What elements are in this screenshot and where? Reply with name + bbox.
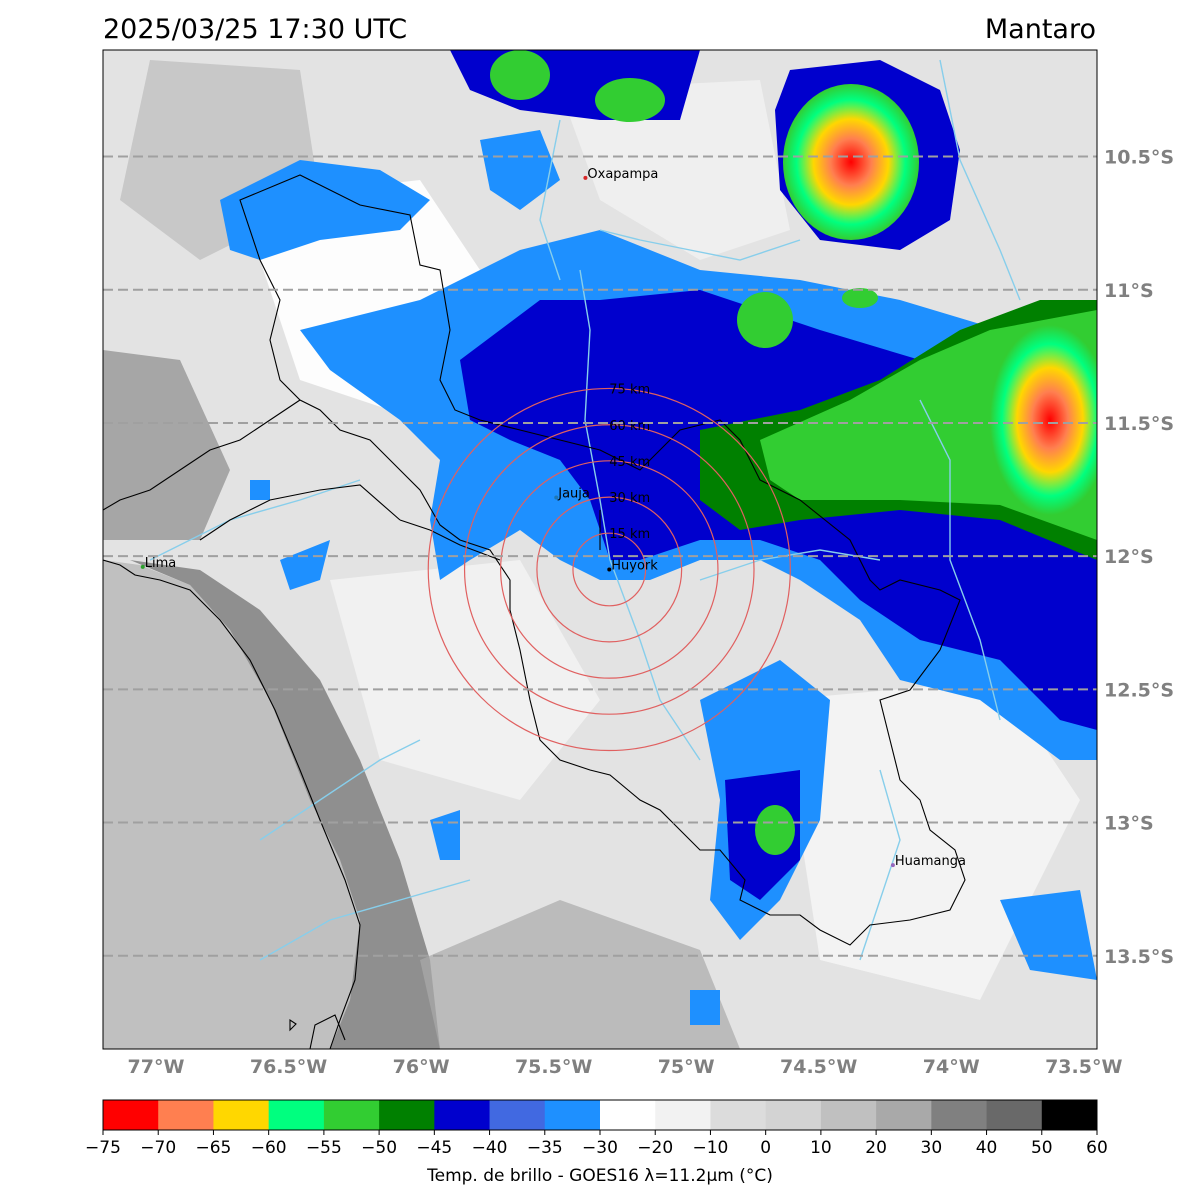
- coastline: [103, 559, 361, 1049]
- coastal-dark-band: [130, 560, 440, 1049]
- colorbar-tick-label: −75: [85, 1138, 121, 1158]
- range-ring: [572, 532, 647, 607]
- lat-tick-label: 12.5°S: [1104, 679, 1174, 701]
- colorbar-swatch: [213, 1100, 270, 1130]
- colorbar-tick-label: −60: [251, 1138, 287, 1158]
- range-ring-label: 75 km: [609, 382, 650, 397]
- range-ring-label: 15 km: [609, 527, 650, 542]
- colorbar-tick-label: 20: [865, 1138, 887, 1158]
- colorbar-swatch: [655, 1100, 711, 1130]
- map-frame: [102, 49, 1098, 1050]
- colorbar-tick-label: 10: [810, 1138, 832, 1158]
- colorbar-swatch: [544, 1100, 601, 1130]
- colorbar-tick-label: −65: [195, 1138, 231, 1158]
- colorbar-tick-label: −30: [582, 1138, 618, 1158]
- colorbar-tick-label: 0: [760, 1138, 771, 1158]
- datetime-title: 2025/03/25 17:30 UTC: [103, 14, 408, 45]
- colorbar-tick-label: −35: [527, 1138, 563, 1158]
- range-ring-label: 30 km: [609, 491, 650, 506]
- basin-boundary: [239, 174, 966, 946]
- range-ring-label: 45 km: [609, 455, 650, 470]
- rivers: [149, 59, 1021, 961]
- city-label: Lima: [145, 556, 176, 571]
- lon-tick-label: 75°W: [658, 1056, 715, 1078]
- colorbar-tick-label: 40: [976, 1138, 998, 1158]
- colorbar-swatch: [323, 1100, 380, 1130]
- city-label: Huamanga: [895, 854, 966, 869]
- satellite-layer: [103, 50, 1097, 1049]
- lat-tick-label: 13.5°S: [1104, 946, 1174, 968]
- colorbar-swatch: [986, 1100, 1043, 1130]
- colorbar-tick-label: −40: [472, 1138, 508, 1158]
- colorbar-tick-label: −45: [416, 1138, 452, 1158]
- lat-tick-label: 13°S: [1104, 813, 1154, 835]
- colorbar-swatch: [931, 1100, 988, 1130]
- colorbar-swatch: [268, 1100, 325, 1130]
- colorbar-swatch: [600, 1100, 656, 1130]
- colorbar-tick-label: −10: [692, 1138, 728, 1158]
- colorbar-tick-label: 30: [921, 1138, 943, 1158]
- colorbar-tick-label: −55: [306, 1138, 342, 1158]
- colorbar-swatch: [765, 1100, 822, 1130]
- colorbar-tick-label: 50: [1031, 1138, 1053, 1158]
- city-dot: [583, 175, 588, 180]
- lat-tick-labels: 10.5°S 11°S 11.5°S 12°S 12.5°S 13°S 13.5°S: [1104, 147, 1174, 968]
- cloud-coldcore-northeast: [783, 84, 919, 240]
- ocean-area: [103, 560, 360, 1049]
- colorbar-tick-label: −70: [140, 1138, 176, 1158]
- lon-tick-label: 75.5°W: [515, 1056, 592, 1078]
- lat-tick-label: 12°S: [1104, 546, 1154, 568]
- city-label: Oxapampa: [587, 167, 658, 182]
- colorbar-swatch: [876, 1100, 932, 1130]
- lon-tick-labels: 77°W 76.5°W 76°W 75.5°W 75°W 74.5°W 74°W 73.5°W: [128, 1056, 1123, 1078]
- lon-tick-label: 73.5°W: [1045, 1056, 1122, 1078]
- colorbar-tick-label: −20: [637, 1138, 673, 1158]
- lon-tick-label: 77°W: [128, 1056, 185, 1078]
- colorbar-swatch: [434, 1100, 491, 1130]
- city-dot: [607, 567, 612, 572]
- city-dot: [140, 564, 145, 569]
- lat-tick-label: 11.5°S: [1104, 413, 1174, 435]
- colorbar-tick-label: −50: [361, 1138, 397, 1158]
- city-label: Jauja: [557, 487, 590, 502]
- range-ring-label: 60 km: [609, 419, 650, 434]
- range-ring: [427, 387, 791, 752]
- lon-tick-label: 74.5°W: [780, 1056, 857, 1078]
- cloud-coldcore-east: [990, 325, 1097, 515]
- lat-tick-label: 11°S: [1104, 280, 1154, 302]
- range-ring: [463, 424, 755, 715]
- colorbar-tick-label: 60: [1086, 1138, 1108, 1158]
- range-ring: [500, 460, 719, 679]
- colorbar-swatch: [820, 1100, 877, 1130]
- colorbar-label: Temp. de brillo - GOES16 λ=11.2μm (°C): [426, 1166, 773, 1186]
- lat-tick-label: 10.5°S: [1104, 147, 1174, 169]
- range-ring: [536, 496, 683, 643]
- colorbar-swatch: [1041, 1100, 1098, 1130]
- city-label: Huyork: [611, 558, 658, 573]
- lon-tick-label: 76.5°W: [250, 1056, 327, 1078]
- city-dot: [554, 495, 559, 500]
- lat-gridlines: [103, 155, 1097, 957]
- lon-tick-label: 74°W: [923, 1056, 980, 1078]
- region-title: Mantaro: [984, 14, 1096, 45]
- city-markers: Oxapampa Jauja Huyork Lima Huamanga: [140, 167, 966, 869]
- city-dot: [890, 863, 895, 868]
- colorbar-swatch: [103, 1100, 159, 1130]
- colorbar-swatch: [379, 1100, 435, 1130]
- colorbar-swatch: [710, 1100, 767, 1130]
- colorbar: −75 −70 −65 −60 −55 −50 −45 −40 −35 −30 −20 −10 0 10 2…: [85, 1099, 1108, 1186]
- lon-tick-label: 76°W: [393, 1056, 450, 1078]
- colorbar-swatch: [158, 1100, 214, 1130]
- colorbar-swatch: [489, 1100, 546, 1130]
